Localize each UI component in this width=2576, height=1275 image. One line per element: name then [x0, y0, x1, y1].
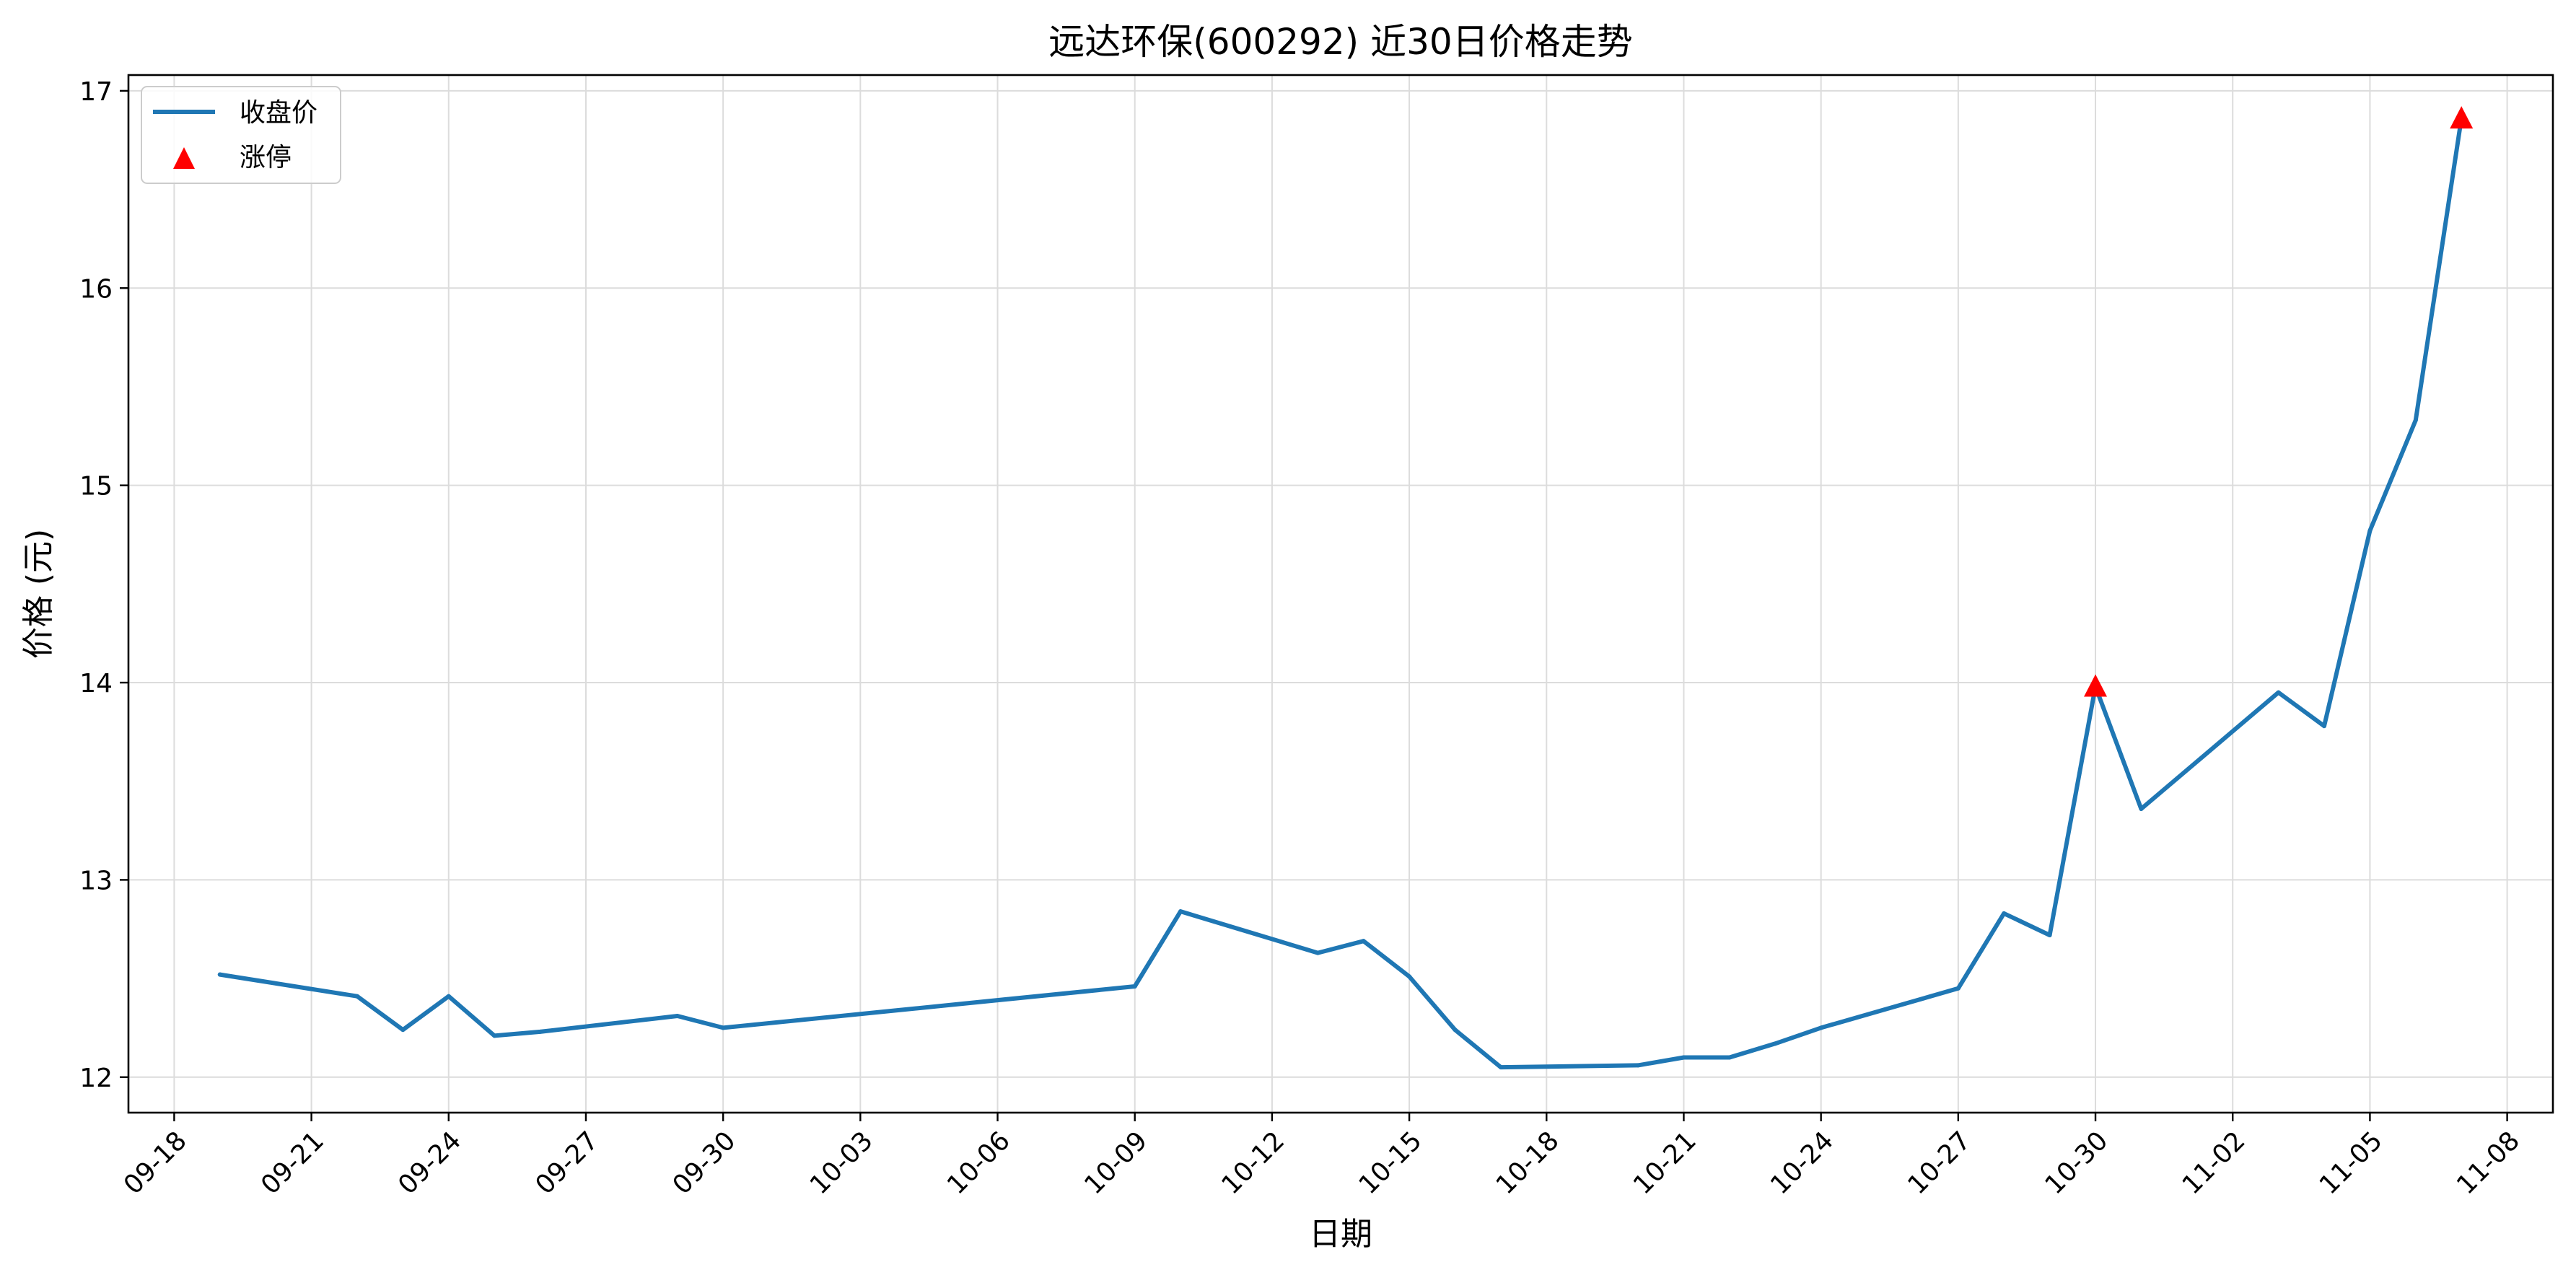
legend-label-close: 收盘价 [240, 98, 317, 128]
legend-label-limit-up: 涨停 [240, 143, 292, 172]
close-price-point [1818, 1025, 1823, 1030]
close-price-point [217, 972, 222, 977]
plot-frame [127, 74, 2554, 1114]
close-price-point [2002, 911, 2007, 916]
limit-up-marker [2084, 674, 2108, 697]
close-price-point [2322, 724, 2327, 729]
close-price-point [1955, 986, 1961, 991]
close-price-point [538, 1029, 543, 1034]
close-price-point [721, 1025, 726, 1030]
close-price-point [492, 1033, 497, 1038]
y-tick-label: 17 [79, 77, 113, 107]
close-price-point [1681, 1055, 1686, 1060]
close-price-point [1407, 974, 1412, 979]
close-price-point [1315, 950, 1320, 955]
close-price-point [2047, 932, 2052, 937]
legend-triangle-icon [173, 147, 195, 169]
y-tick-label: 12 [79, 1064, 113, 1093]
close-price-point [2276, 690, 2281, 695]
close-price-point [1773, 1041, 1778, 1046]
close-price-point [1453, 1028, 1458, 1033]
close-price-point [1727, 1055, 1732, 1060]
close-price-point [1636, 1063, 1641, 1068]
close-price-point [2413, 418, 2418, 423]
close-price-point [1132, 984, 1137, 989]
y-tick-label: 14 [79, 669, 113, 698]
y-tick-label: 13 [79, 866, 113, 895]
legend: 收盘价 涨停 [141, 86, 341, 184]
close-price-point [400, 1028, 406, 1033]
close-price-point [1361, 939, 1366, 944]
close-price-point [1178, 909, 1183, 914]
limit-up-marker [2450, 106, 2474, 129]
y-axis-label: 价格 (元) [20, 529, 57, 659]
series-layer [217, 106, 2474, 1070]
grid [128, 75, 2553, 1113]
close-price-line [217, 116, 2464, 1070]
close-price-point [2367, 528, 2373, 533]
y-tick-label: 15 [79, 472, 113, 501]
close-price-point [446, 994, 451, 999]
chart-title: 远达环保(600292) 近30日价格走势 [1048, 21, 1632, 63]
close-price-point [1498, 1065, 1503, 1070]
x-axis-label: 日期 [1309, 1216, 1372, 1253]
close-price-point [675, 1014, 680, 1019]
close-price-point [354, 994, 359, 999]
close-price-point [2139, 806, 2144, 811]
y-tick-label: 16 [79, 274, 113, 304]
